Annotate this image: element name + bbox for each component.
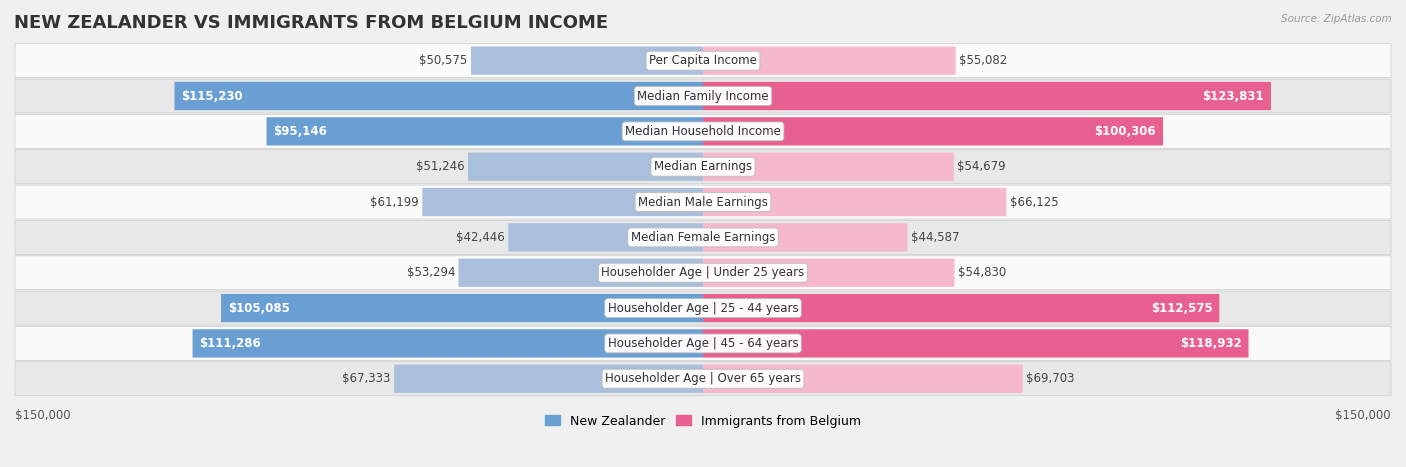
Text: $67,333: $67,333 — [342, 372, 391, 385]
FancyBboxPatch shape — [15, 326, 1391, 361]
FancyBboxPatch shape — [15, 44, 1391, 78]
FancyBboxPatch shape — [703, 223, 907, 252]
Text: $95,146: $95,146 — [274, 125, 328, 138]
Text: Source: ZipAtlas.com: Source: ZipAtlas.com — [1281, 14, 1392, 24]
Text: $69,703: $69,703 — [1026, 372, 1074, 385]
Legend: New Zealander, Immigrants from Belgium: New Zealander, Immigrants from Belgium — [540, 410, 866, 432]
FancyBboxPatch shape — [703, 153, 953, 181]
Text: $42,446: $42,446 — [456, 231, 505, 244]
FancyBboxPatch shape — [471, 47, 703, 75]
Text: $55,082: $55,082 — [959, 54, 1007, 67]
FancyBboxPatch shape — [15, 114, 1391, 149]
Text: $54,679: $54,679 — [957, 160, 1005, 173]
Text: Per Capita Income: Per Capita Income — [650, 54, 756, 67]
Text: $61,199: $61,199 — [370, 196, 419, 209]
FancyBboxPatch shape — [193, 329, 703, 358]
Text: $66,125: $66,125 — [1010, 196, 1059, 209]
FancyBboxPatch shape — [703, 294, 1219, 322]
Text: Householder Age | 45 - 64 years: Householder Age | 45 - 64 years — [607, 337, 799, 350]
Text: $150,000: $150,000 — [15, 409, 70, 422]
FancyBboxPatch shape — [267, 117, 703, 146]
FancyBboxPatch shape — [15, 362, 1391, 396]
Text: $150,000: $150,000 — [1336, 409, 1391, 422]
Text: $118,932: $118,932 — [1180, 337, 1241, 350]
FancyBboxPatch shape — [703, 117, 1163, 146]
FancyBboxPatch shape — [15, 256, 1391, 290]
FancyBboxPatch shape — [174, 82, 703, 110]
Text: $123,831: $123,831 — [1202, 90, 1264, 103]
FancyBboxPatch shape — [221, 294, 703, 322]
Text: $53,294: $53,294 — [406, 266, 456, 279]
Text: Median Household Income: Median Household Income — [626, 125, 780, 138]
FancyBboxPatch shape — [703, 365, 1022, 393]
Text: $51,246: $51,246 — [416, 160, 464, 173]
Text: $105,085: $105,085 — [228, 302, 290, 315]
FancyBboxPatch shape — [15, 185, 1391, 219]
FancyBboxPatch shape — [15, 291, 1391, 325]
Text: $100,306: $100,306 — [1094, 125, 1156, 138]
FancyBboxPatch shape — [15, 79, 1391, 113]
FancyBboxPatch shape — [468, 153, 703, 181]
Text: Householder Age | 25 - 44 years: Householder Age | 25 - 44 years — [607, 302, 799, 315]
Text: Median Female Earnings: Median Female Earnings — [631, 231, 775, 244]
Text: $115,230: $115,230 — [181, 90, 243, 103]
Text: Median Earnings: Median Earnings — [654, 160, 752, 173]
Text: Median Family Income: Median Family Income — [637, 90, 769, 103]
FancyBboxPatch shape — [422, 188, 703, 216]
Text: $54,830: $54,830 — [957, 266, 1007, 279]
FancyBboxPatch shape — [394, 365, 703, 393]
Text: $44,587: $44,587 — [911, 231, 959, 244]
FancyBboxPatch shape — [509, 223, 703, 252]
FancyBboxPatch shape — [703, 188, 1007, 216]
FancyBboxPatch shape — [458, 259, 703, 287]
Text: NEW ZEALANDER VS IMMIGRANTS FROM BELGIUM INCOME: NEW ZEALANDER VS IMMIGRANTS FROM BELGIUM… — [14, 14, 609, 32]
Text: $112,575: $112,575 — [1150, 302, 1212, 315]
FancyBboxPatch shape — [703, 329, 1249, 358]
FancyBboxPatch shape — [703, 82, 1271, 110]
FancyBboxPatch shape — [15, 220, 1391, 255]
Text: $50,575: $50,575 — [419, 54, 468, 67]
Text: Householder Age | Over 65 years: Householder Age | Over 65 years — [605, 372, 801, 385]
Text: Householder Age | Under 25 years: Householder Age | Under 25 years — [602, 266, 804, 279]
FancyBboxPatch shape — [703, 259, 955, 287]
FancyBboxPatch shape — [15, 150, 1391, 184]
FancyBboxPatch shape — [703, 47, 956, 75]
Text: Median Male Earnings: Median Male Earnings — [638, 196, 768, 209]
Text: $111,286: $111,286 — [200, 337, 262, 350]
